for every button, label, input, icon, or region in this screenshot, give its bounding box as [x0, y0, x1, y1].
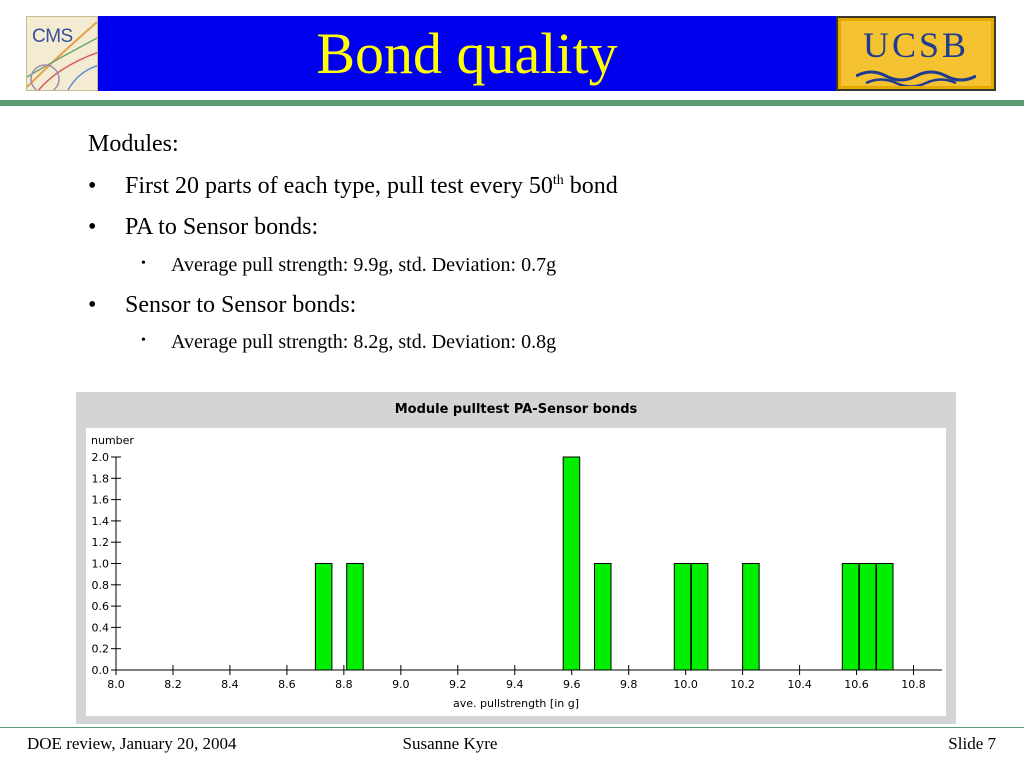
chart-title: Module pulltest PA-Sensor bonds [394, 402, 638, 417]
bullet-text: PA to Sensor bonds: [125, 214, 319, 240]
x-tick-label: 8.0 [107, 678, 125, 691]
footer-slide-number: Slide 7 [948, 734, 996, 753]
x-tick-label: 9.4 [506, 678, 524, 691]
x-tick-label: 9.8 [620, 678, 638, 691]
cms-logo-text: CMS [32, 26, 73, 47]
footer-divider [0, 727, 1024, 728]
y-tick-label: 0.2 [92, 643, 110, 656]
bullet-text: Sensor to Sensor bonds: [125, 292, 357, 318]
ucsb-logo: UCSB [836, 16, 996, 91]
x-tick-label: 8.8 [335, 678, 353, 691]
y-tick-label: 1.6 [92, 494, 110, 507]
histogram-bar [673, 563, 692, 671]
header-divider [0, 100, 1024, 106]
y-tick-label: 0.4 [92, 621, 110, 634]
x-tick-label: 8.2 [164, 678, 182, 691]
y-tick-label: 1.0 [92, 558, 110, 571]
bullet-marker: • [88, 292, 97, 318]
histogram-bar [562, 456, 581, 671]
x-tick-label: 9.0 [392, 678, 410, 691]
bullet-marker: • [88, 214, 97, 240]
x-tick-label: 8.6 [278, 678, 296, 691]
cms-logo-graphic [27, 21, 97, 90]
histogram-bar [841, 563, 860, 671]
sub-bullet-text: Average pull strength: 9.9g, std. Deviat… [171, 254, 557, 276]
sub-bullet-marker: • [141, 256, 146, 271]
title-band [98, 16, 836, 91]
histogram-chart: number ave. pullstrength [in g] 0.0 0.2 0.… [91, 434, 942, 710]
chart-panel: Module pulltest PA-Sensor bonds number a… [76, 392, 956, 724]
modules-heading: Modules: [88, 131, 179, 157]
x-tick-label: 10.2 [730, 678, 755, 691]
bullet-text: First 20 parts of each type, pull test e… [125, 173, 618, 199]
slide-header: CMS Bond quality UCSB [0, 0, 1024, 100]
footer-author: Susanne Kyre [402, 734, 498, 753]
x-axis-label: ave. pullstrength [in g] [453, 697, 579, 710]
cms-logo: CMS [26, 16, 98, 91]
plot-area: number ave. pullstrength [in g] 0.0 0.2 0.… [86, 428, 946, 716]
y-tick-label: 0.8 [92, 579, 110, 592]
histogram-bar [594, 563, 612, 671]
ucsb-logo-text: UCSB [862, 25, 970, 65]
wave-icon [856, 70, 976, 86]
histogram-bar [742, 563, 760, 671]
x-tick-label: 8.4 [221, 678, 239, 691]
y-tick-label: 1.2 [92, 536, 110, 549]
x-tick-label: 9.2 [449, 678, 467, 691]
y-tick-label: 2.0 [92, 451, 110, 464]
x-tick-label: 10.6 [844, 678, 869, 691]
sub-bullet-marker: • [141, 333, 146, 348]
y-tick-label: 1.4 [92, 515, 110, 528]
x-tick-label: 9.6 [563, 678, 581, 691]
histogram-bar [690, 563, 709, 671]
sub-bullet-text: Average pull strength: 8.2g, std. Deviat… [171, 331, 557, 353]
x-tick-label: 10.0 [673, 678, 698, 691]
x-tick-label: 10.8 [901, 678, 926, 691]
footer-date: DOE review, January 20, 2004 [27, 734, 237, 753]
y-tick-label: 0.0 [92, 664, 110, 677]
y-tick-label: 0.6 [92, 600, 110, 613]
histogram-bar [875, 563, 894, 671]
y-tick-label: 1.8 [92, 472, 110, 485]
histogram-bar [314, 563, 333, 671]
x-tick-label: 10.4 [787, 678, 812, 691]
y-axis-label: number [91, 434, 134, 447]
bullet-marker: • [88, 173, 97, 199]
slide-title: Bond quality [316, 21, 618, 86]
histogram-bar [858, 563, 877, 671]
histogram-bar [346, 563, 364, 671]
